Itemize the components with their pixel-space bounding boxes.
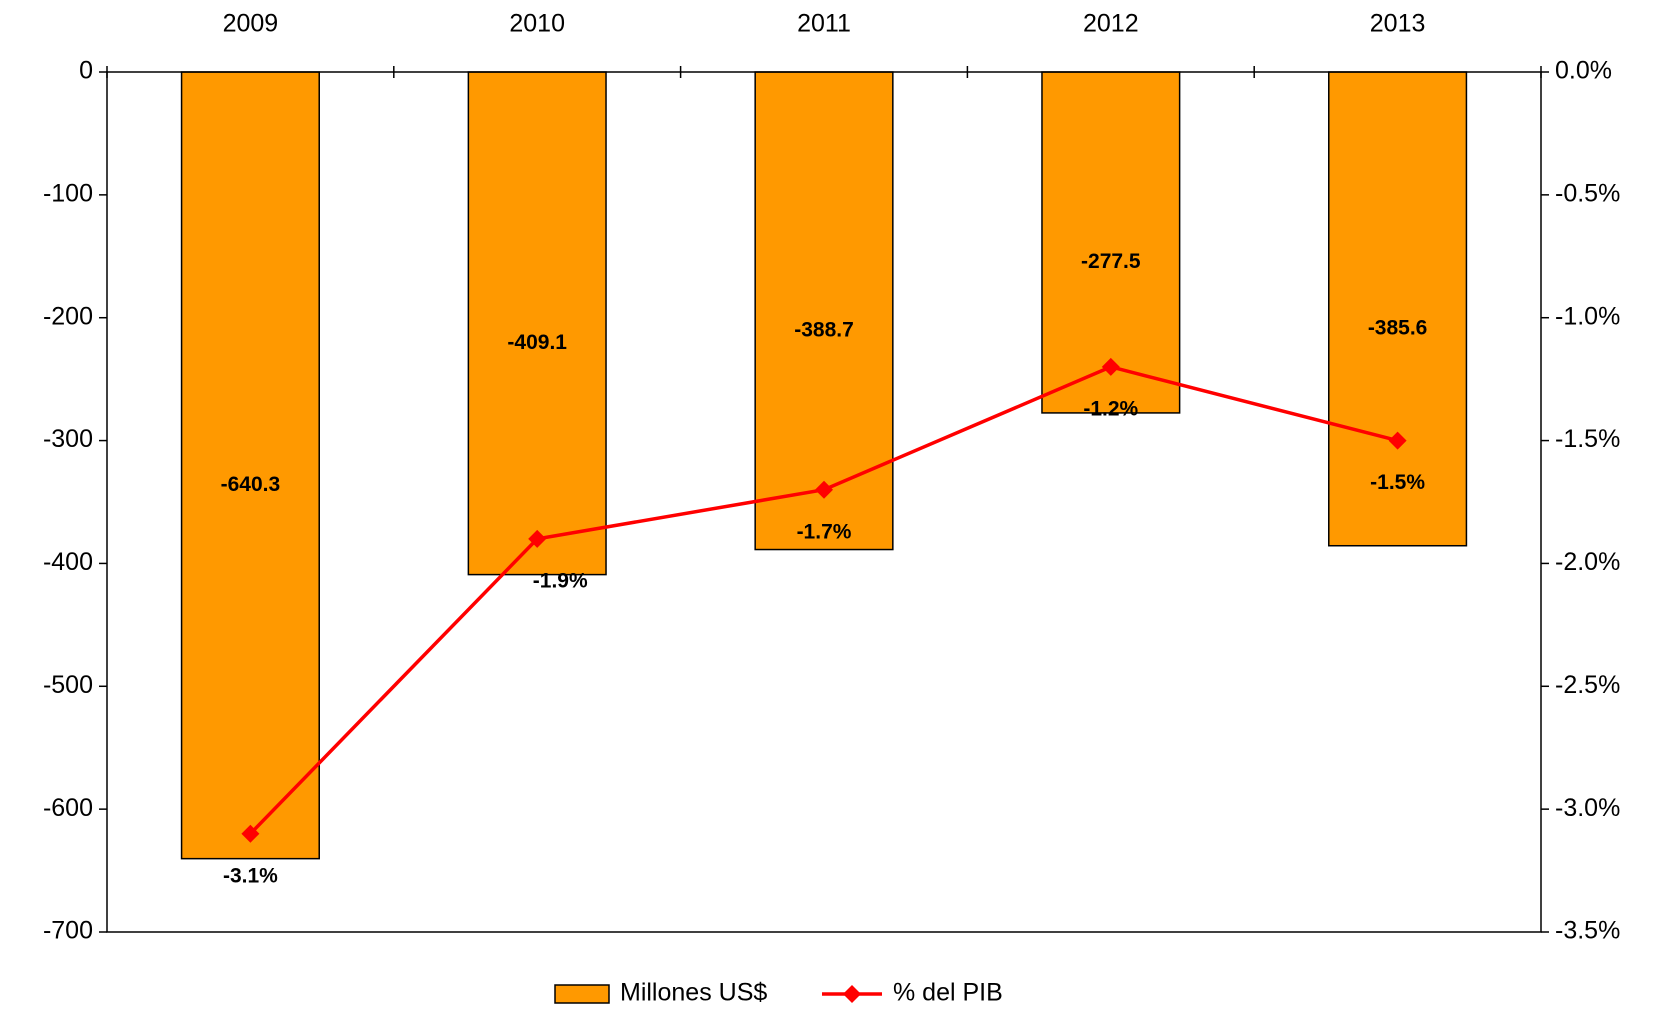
line-label: -1.7%	[797, 520, 852, 543]
y-tick-label: -100	[43, 179, 93, 207]
y2-tick-label: -2.5%	[1555, 671, 1620, 699]
line-label: -1.5%	[1370, 471, 1425, 494]
y-tick-label: -200	[43, 302, 93, 330]
line-marker	[528, 529, 547, 548]
x-tick-label: 2009	[223, 10, 279, 38]
legend-label: % del PIB	[893, 979, 1003, 1007]
line-label: -1.9%	[533, 569, 588, 592]
y2-tick-label: 0.0%	[1555, 57, 1612, 85]
line-marker	[1101, 357, 1120, 376]
line-marker	[1388, 431, 1407, 450]
legend-label: Millones US$	[620, 979, 767, 1007]
y-tick-label: -500	[43, 671, 93, 699]
line-marker	[241, 824, 260, 843]
x-tick-label: 2012	[1083, 10, 1139, 38]
y-tick-label: -300	[43, 425, 93, 453]
bar	[1328, 71, 1468, 547]
bar	[754, 71, 894, 551]
legend-swatch	[554, 984, 610, 1004]
y2-tick-label: -1.0%	[1555, 302, 1620, 330]
bar-label: -409.1	[507, 331, 567, 354]
y-tick-label: -700	[43, 917, 93, 945]
bar	[180, 71, 320, 860]
bar-label: -277.5	[1081, 250, 1141, 273]
bar-label: -388.7	[794, 318, 854, 341]
bar	[467, 71, 607, 576]
line-marker	[815, 480, 833, 499]
y-tick-label: -600	[43, 794, 93, 822]
y2-tick-label: -3.0%	[1555, 794, 1620, 822]
bar	[1041, 71, 1181, 414]
y2-tick-label: -0.5%	[1555, 179, 1620, 207]
x-tick-label: 2011	[797, 10, 851, 38]
y2-tick-label: -2.0%	[1555, 548, 1620, 576]
y2-tick-label: -3.5%	[1555, 917, 1620, 945]
x-tick-label: 2013	[1370, 10, 1426, 38]
line-label: -1.2%	[1083, 397, 1138, 420]
y-tick-label: 0	[79, 57, 93, 85]
y2-tick-label: -1.5%	[1555, 425, 1620, 453]
bar-label: -640.3	[221, 473, 281, 496]
line-label: -3.1%	[223, 864, 278, 887]
legend-marker	[843, 985, 861, 1003]
x-tick-label: 2010	[509, 10, 565, 38]
y-tick-label: -400	[43, 548, 93, 576]
plot-frame	[106, 71, 1542, 933]
bar-label: -385.6	[1368, 316, 1428, 339]
